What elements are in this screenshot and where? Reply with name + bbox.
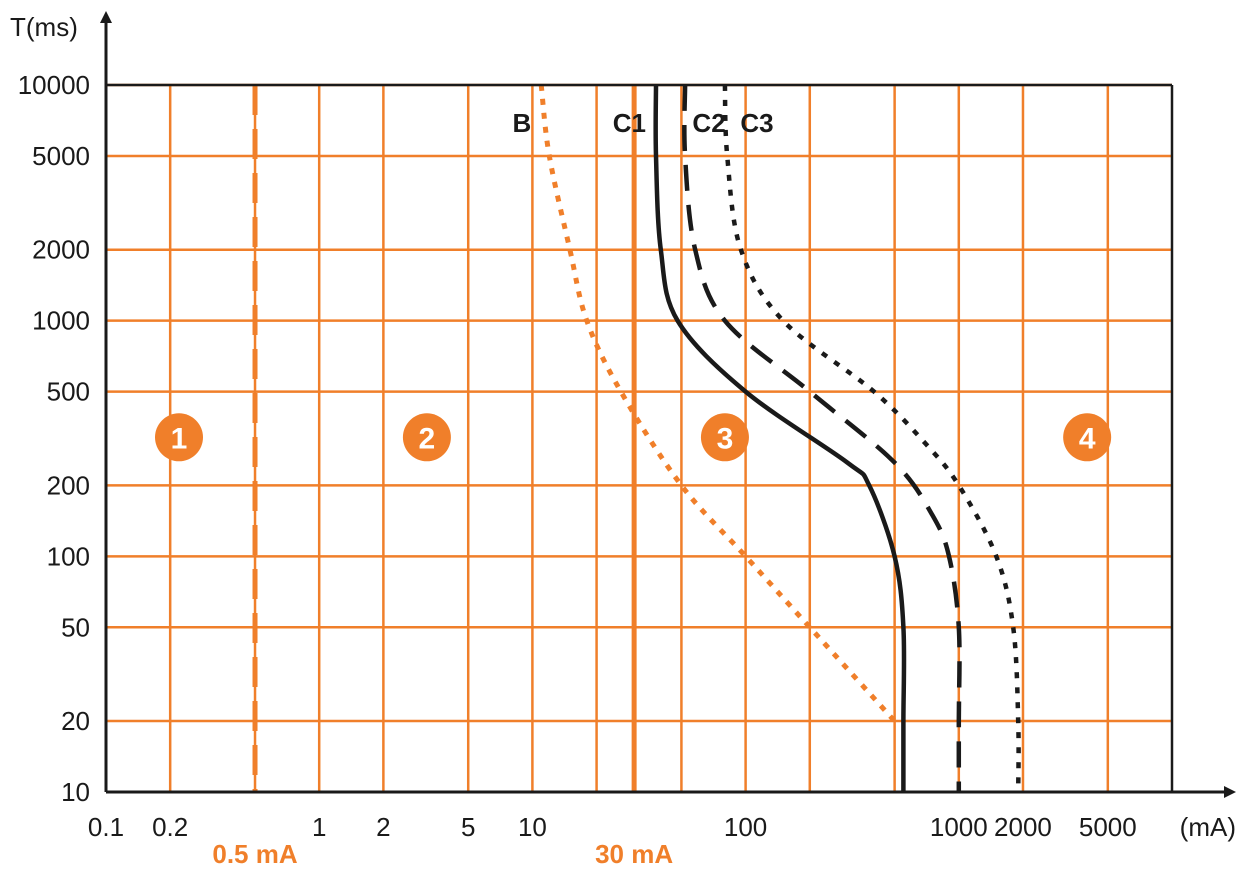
x-tick-label: 0.1 — [88, 812, 124, 842]
x-tick-label: 1 — [312, 812, 326, 842]
x-tick-label: 5000 — [1079, 812, 1137, 842]
threshold-label: 0.5 mA — [212, 839, 297, 869]
y-tick-label: 50 — [61, 612, 90, 642]
x-tick-label: 5 — [461, 812, 475, 842]
x-tick-label: 1000 — [930, 812, 988, 842]
zone-marker — [402, 413, 451, 462]
grid — [106, 83, 1172, 792]
curve-label-b: B — [512, 108, 531, 138]
zone-number: 2 — [419, 422, 436, 455]
x-tick-label: 100 — [724, 812, 767, 842]
y-tick-label: 10000 — [18, 70, 90, 100]
zone-number: 3 — [717, 422, 734, 455]
threshold-lines — [252, 85, 637, 792]
x-tick-label: 10 — [518, 812, 547, 842]
threshold-label: 30 mA — [595, 839, 673, 869]
y-tick-label: 100 — [47, 541, 90, 571]
y-tick-label: 1000 — [32, 306, 90, 336]
y-tick-label: 2000 — [32, 235, 90, 265]
zone-number: 1 — [171, 422, 188, 455]
curve-c1 — [653, 84, 907, 792]
x-axis-unit: (mA) — [1180, 812, 1236, 842]
zone-marker — [155, 413, 204, 462]
labels: T(ms) (mA) 0.5 mA 30 mA B C1 C2 C3 0.1 0.2 1 2 5 10… — [10, 12, 1236, 869]
series-curves — [538, 84, 1021, 793]
y-tick-label: 10 — [61, 777, 90, 807]
curve-label-c1: C1 — [613, 108, 646, 138]
x-tick-label: 2 — [376, 812, 390, 842]
plot-frame — [100, 11, 1236, 798]
curve-c2 — [682, 84, 962, 792]
x-tick-label: 0.2 — [152, 812, 188, 842]
y-axis-title: T(ms) — [10, 12, 78, 42]
x-tick-label: 2000 — [994, 812, 1052, 842]
y-tick-label: 500 — [47, 377, 90, 407]
curve-c3 — [722, 84, 1021, 793]
y-tick-label: 200 — [47, 470, 90, 500]
y-tick-label: 5000 — [32, 141, 90, 171]
zone-number: 4 — [1079, 422, 1096, 455]
zone-marker — [1063, 413, 1112, 462]
curve-label-c2: C2 — [692, 108, 725, 138]
curve-b — [538, 84, 897, 723]
curve-label-c3: C3 — [740, 108, 773, 138]
y-tick-label: 20 — [61, 706, 90, 736]
zone-marker — [700, 413, 749, 462]
